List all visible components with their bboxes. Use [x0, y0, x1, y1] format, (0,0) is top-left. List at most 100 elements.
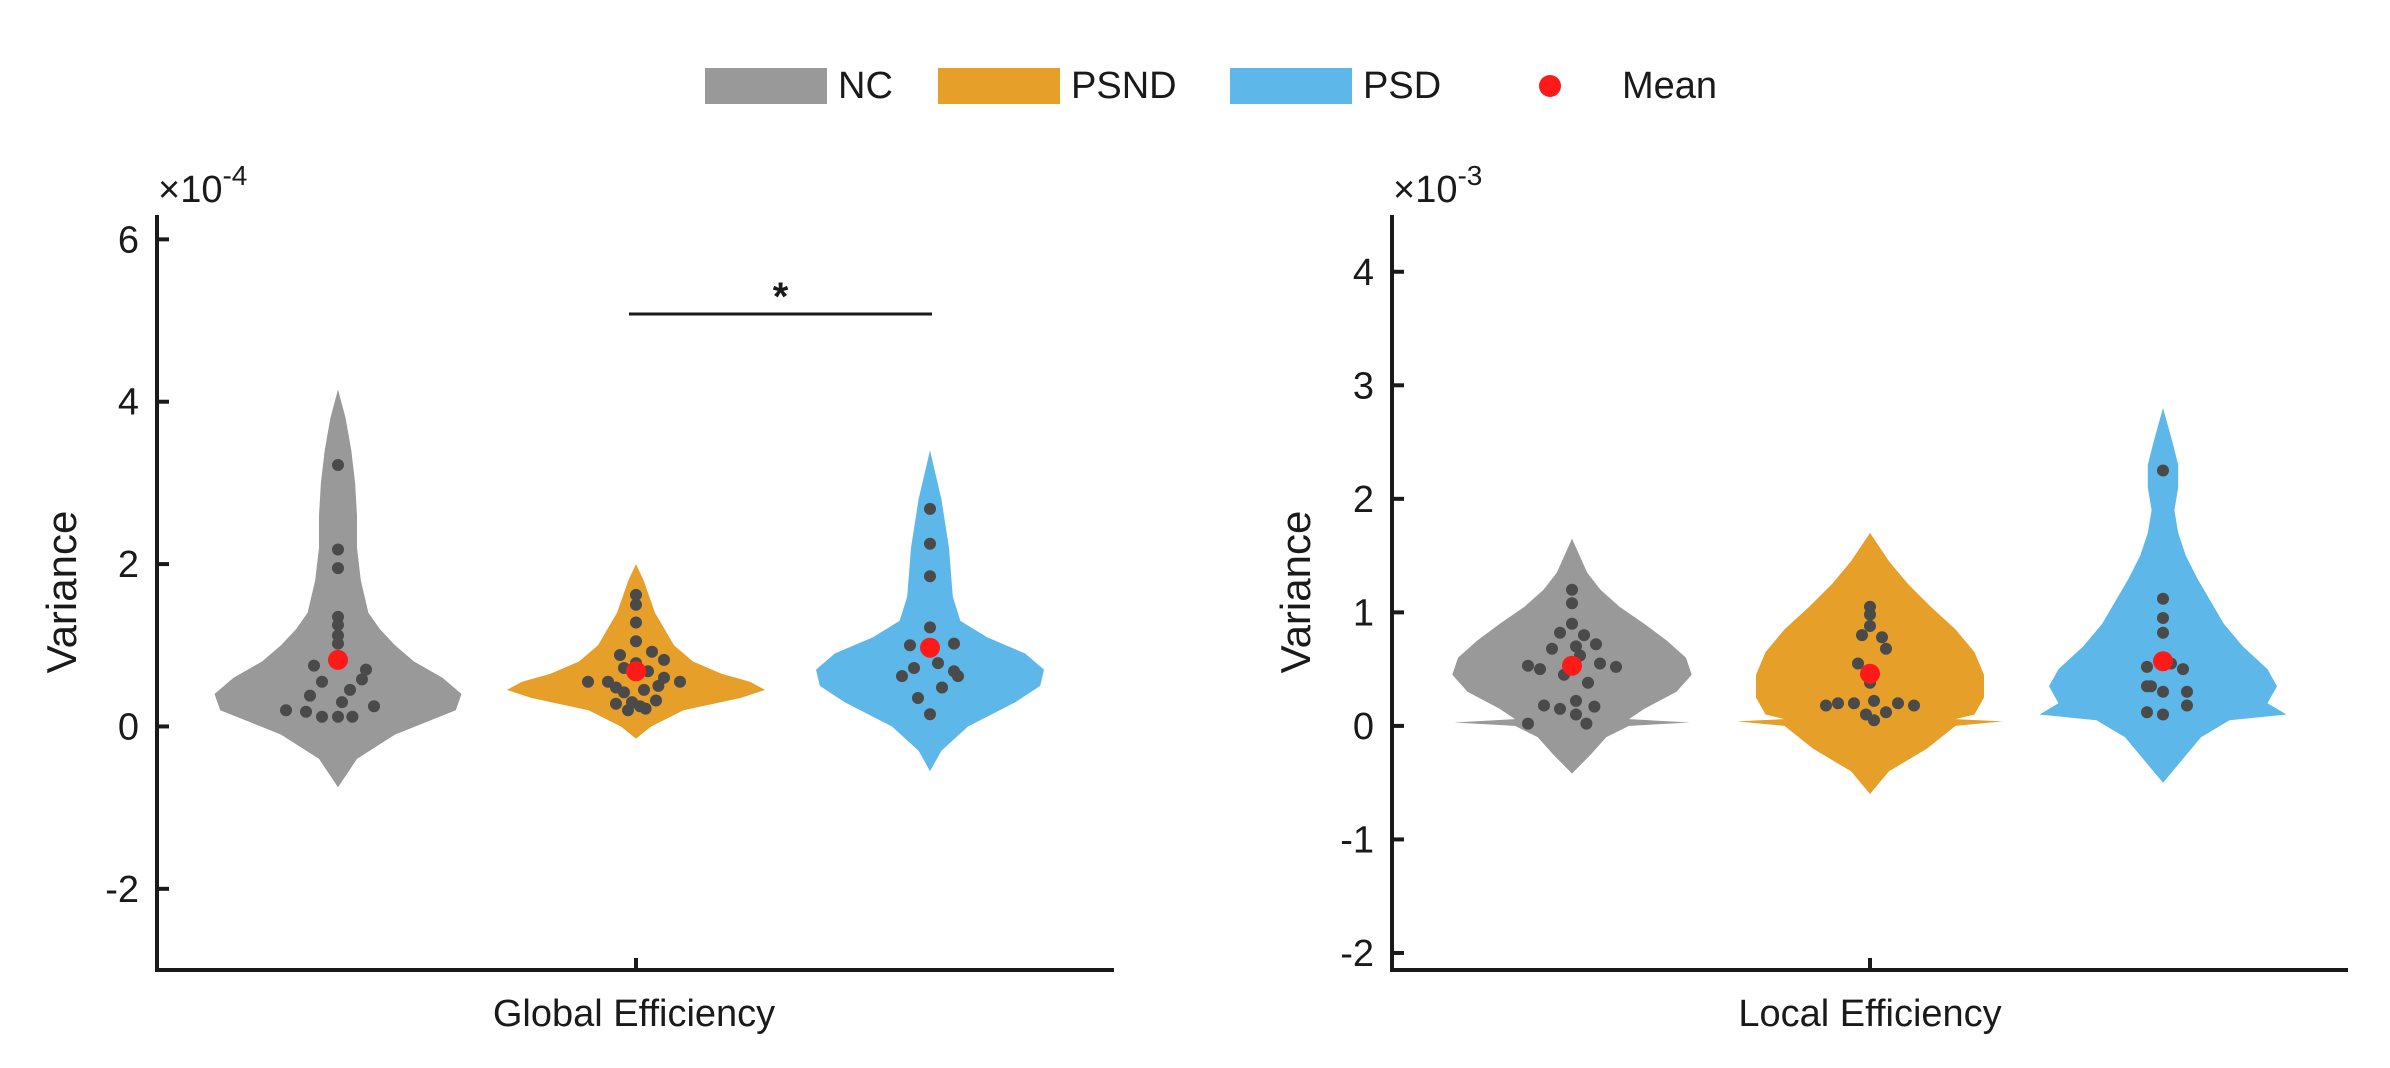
data-point-psd: [2157, 685, 2169, 698]
data-point-nc: [1582, 676, 1594, 689]
data-point-psnd: [1856, 629, 1868, 642]
mean-layer: [328, 637, 940, 682]
data-point-psnd: [1868, 714, 1880, 727]
data-point-psd: [896, 670, 908, 683]
data-point-psnd: [1852, 657, 1864, 670]
violin-nc: [214, 389, 462, 788]
data-point-psnd: [639, 702, 652, 715]
mean-marker-psd: [2153, 651, 2173, 672]
y-tick-label: 0: [1353, 706, 1374, 748]
data-point-psnd: [582, 675, 594, 688]
data-point-psnd: [1880, 706, 1892, 719]
data-point-nc: [1538, 699, 1550, 712]
data-point-nc: [1522, 717, 1534, 730]
data-point-psnd: [610, 697, 622, 710]
data-point-nc: [1554, 626, 1566, 639]
y-tick-label: 2: [118, 544, 139, 586]
data-point-nc: [1534, 663, 1546, 676]
y-tick-label: 0: [118, 706, 139, 748]
data-point-nc: [304, 689, 316, 702]
significance-marker: *: [629, 275, 932, 319]
data-point-psnd: [618, 686, 630, 699]
data-point-nc: [1566, 583, 1578, 596]
y-tick-label: 6: [118, 219, 139, 261]
y-exponent-label: ×10-3: [1393, 160, 1482, 211]
x-axis-title: Global Efficiency: [493, 993, 775, 1035]
data-point-nc: [1578, 629, 1590, 642]
data-point-psnd: [652, 679, 665, 692]
data-point-nc: [1588, 700, 1601, 713]
data-point-psd: [2177, 663, 2189, 676]
data-point-nc: [1590, 638, 1602, 651]
data-point-nc: [332, 459, 344, 471]
violin-layer: [214, 389, 1044, 788]
legend-nc-label: NC: [838, 65, 893, 107]
data-point-nc: [1610, 660, 1622, 673]
data-point-psd: [2145, 680, 2157, 693]
data-point-psnd: [1832, 697, 1844, 710]
significance-star: *: [773, 275, 789, 319]
violin-psnd: [1737, 532, 2003, 794]
data-point-psd: [924, 570, 936, 583]
data-point-psnd: [646, 645, 658, 658]
data-point-psd: [924, 621, 936, 634]
data-point-psnd: [658, 653, 670, 666]
legend-psnd-label: PSND: [1071, 65, 1177, 107]
y-tick-label: -2: [1340, 933, 1374, 975]
data-point-psd: [2181, 699, 2193, 712]
legend-mean-dot: [1539, 75, 1561, 97]
data-point-psd: [2157, 626, 2169, 639]
y-axis-title: Variance: [38, 511, 85, 674]
data-point-nc: [308, 659, 320, 672]
y-tick-label: 2: [1353, 479, 1374, 521]
data-point-nc: [336, 696, 348, 709]
x-axis-title: Local Efficiency: [1738, 993, 2001, 1035]
data-point-nc: [344, 683, 356, 696]
data-point-nc: [332, 637, 344, 650]
data-point-psd: [952, 670, 964, 683]
data-point-psnd: [1864, 620, 1876, 632]
legend-mean-label: Mean: [1622, 65, 1717, 107]
data-point-psnd: [622, 704, 634, 717]
data-point-nc: [1554, 702, 1566, 715]
data-point-psd: [2141, 706, 2153, 719]
y-tick-label: 3: [1353, 365, 1374, 407]
data-point-psd: [2157, 464, 2169, 477]
y-exponent-label: ×10-4: [158, 160, 247, 211]
data-point-nc: [332, 562, 344, 575]
data-point-psd: [908, 662, 920, 674]
y-tick-layer: -2 0 2 4 6: [105, 219, 169, 911]
data-point-nc: [346, 710, 359, 723]
data-point-psnd: [1864, 608, 1876, 621]
y-tick-label: 1: [1353, 592, 1374, 634]
data-point-nc: [332, 619, 344, 631]
data-point-psd: [912, 692, 924, 704]
data-point-nc: [356, 673, 368, 686]
data-point-nc: [300, 705, 312, 718]
y-tick-label: -2: [105, 869, 139, 911]
data-point-psd: [936, 681, 948, 694]
data-point-psd: [924, 537, 936, 550]
data-point-psnd: [1892, 697, 1904, 710]
data-point-psnd: [1908, 699, 1920, 712]
y-axis-title: Variance: [1272, 511, 1319, 674]
data-point-psnd: [650, 694, 662, 707]
data-point-psnd: [1868, 694, 1880, 707]
point-layer: [1522, 464, 2193, 730]
data-point-psd: [904, 639, 916, 652]
data-point-psd: [2141, 660, 2153, 673]
data-point-psnd: [1848, 697, 1860, 710]
data-point-psd: [932, 657, 944, 670]
data-point-nc: [316, 675, 328, 688]
data-point-nc: [368, 700, 380, 713]
legend-psd-label: PSD: [1363, 65, 1441, 107]
data-point-psnd: [674, 675, 686, 688]
local-efficiency-panel: -2 -1 0 1 2 3 4 ×10-3 Variance Local Efficienc…: [1272, 160, 2348, 1035]
point-layer: [280, 459, 964, 723]
data-point-psnd: [614, 649, 626, 661]
data-point-psd: [2157, 708, 2169, 721]
data-point-psnd: [1880, 642, 1892, 655]
legend: NC PSND PSD Mean: [705, 65, 1717, 107]
